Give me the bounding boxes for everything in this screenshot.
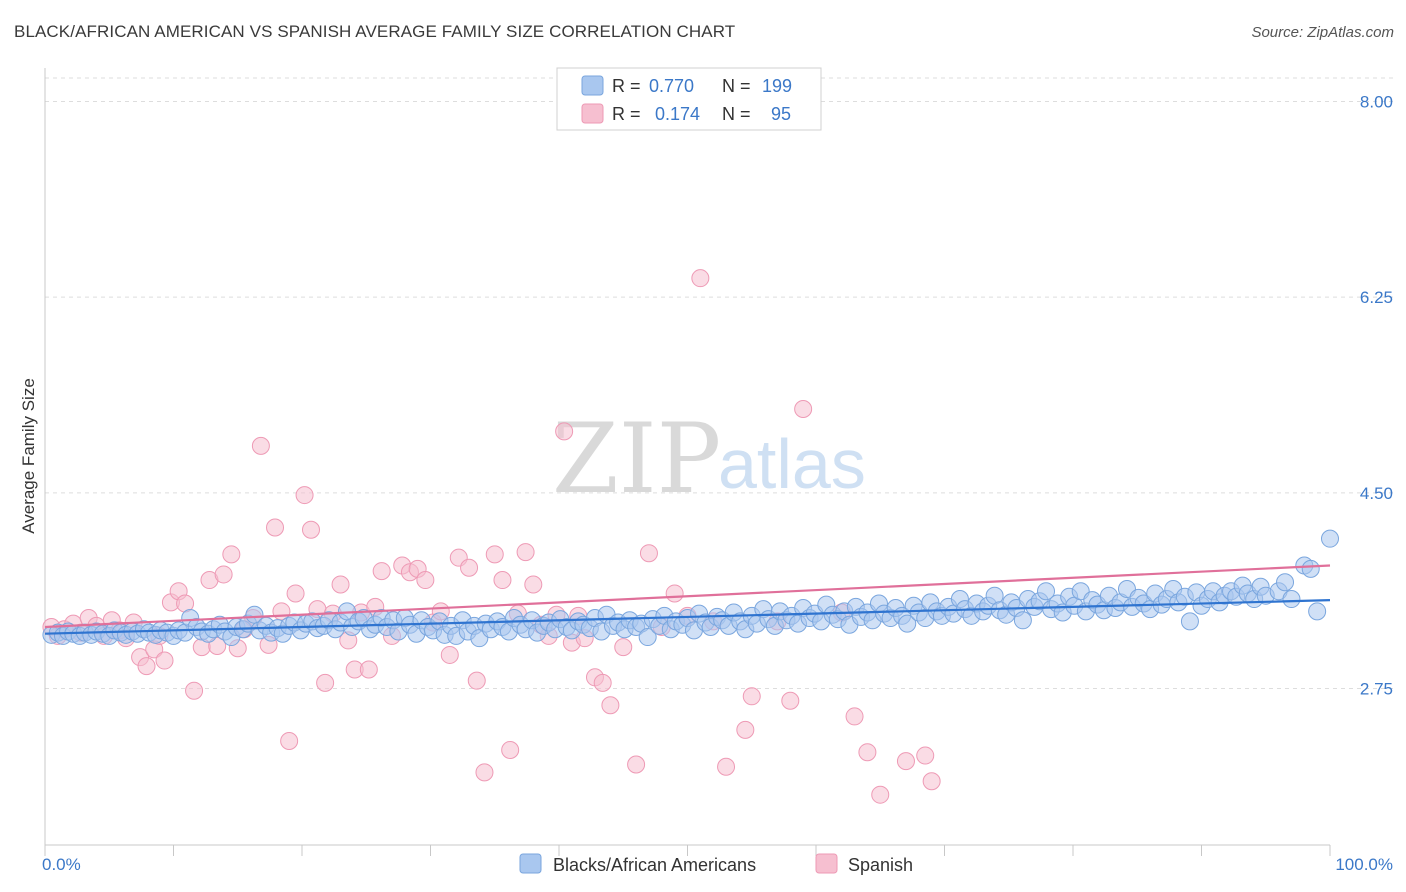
watermark-zip: ZIP [552, 403, 721, 515]
spanish-point [691, 269, 710, 288]
legend-n-label-1: N = [722, 76, 751, 96]
y-axis-label: Average Family Size [19, 378, 38, 534]
legend-n-value-1: 199 [762, 76, 792, 96]
spanish-point [871, 785, 890, 804]
chart-title: BLACK/AFRICAN AMERICAN VS SPANISH AVERAG… [14, 22, 736, 41]
stats-legend: R = 0.770 N = 199 R = 0.174 N = 95 [556, 67, 822, 131]
black-african-american-point [1013, 611, 1032, 630]
spanish-point [185, 681, 204, 700]
spanish-point [222, 545, 241, 564]
spanish-point [601, 696, 620, 715]
series-swatch-blue [519, 853, 542, 874]
y-tick-label: 6.25 [1360, 288, 1393, 307]
spanish-point [295, 486, 314, 505]
spanish-point [280, 732, 299, 751]
legend-n-value-2: 95 [771, 104, 791, 124]
spanish-points [42, 269, 941, 804]
spanish-point [627, 755, 646, 774]
y-tick-label: 4.50 [1360, 484, 1393, 503]
x-ticks [44, 845, 1331, 856]
trend-lines [44, 564, 1331, 635]
spanish-point [555, 422, 574, 441]
spanish-point [794, 399, 813, 418]
black-african-american-trend-line [44, 599, 1331, 635]
spanish-point [359, 660, 378, 679]
legend-swatch-pink [581, 103, 604, 124]
y-tick-label: 8.00 [1360, 93, 1393, 112]
spanish-point [460, 558, 479, 577]
x-tick-label-start: 0.0% [42, 855, 81, 874]
watermark-atlas: atlas [718, 425, 866, 503]
spanish-point [485, 545, 504, 564]
spanish-point [781, 691, 800, 710]
spanish-point [475, 763, 494, 782]
spanish-point [916, 746, 935, 765]
black-african-american-point [1321, 529, 1339, 548]
series-swatch-pink [815, 853, 838, 874]
black-african-american-point [1276, 573, 1295, 592]
spanish-point [251, 436, 270, 455]
series-label-blacks: Blacks/African Americans [553, 855, 756, 875]
spanish-point [516, 543, 535, 562]
spanish-point [467, 671, 486, 690]
spanish-point [331, 575, 350, 594]
spanish-point [372, 562, 391, 581]
black-african-american-point [1180, 612, 1199, 631]
spanish-point [858, 743, 877, 762]
spanish-point [301, 520, 320, 539]
spanish-point [896, 752, 915, 771]
source-label: Source: ZipAtlas.com [1251, 24, 1394, 41]
spanish-point [208, 636, 227, 655]
spanish-point [614, 638, 633, 657]
spanish-point [155, 651, 174, 670]
legend-n-label-2: N = [722, 104, 751, 124]
legend-r-value-2: 0.174 [655, 104, 700, 124]
series-legend: Blacks/African Americans Spanish [519, 853, 913, 875]
legend-r-value-1: 0.770 [649, 76, 694, 96]
spanish-trend-line [44, 564, 1331, 629]
spanish-point [214, 565, 233, 584]
spanish-point [440, 645, 459, 664]
spanish-point [922, 772, 941, 791]
spanish-point [316, 673, 335, 692]
y-tick-labels: 2.75 4.50 6.25 8.00 [1360, 93, 1393, 699]
spanish-point [524, 575, 543, 594]
spanish-point [266, 518, 285, 537]
legend-r-label-1: R = [612, 76, 641, 96]
spanish-point [493, 571, 512, 590]
watermark: ZIP atlas [552, 403, 866, 515]
spanish-point [639, 544, 658, 563]
spanish-point [137, 657, 156, 676]
legend-r-label-2: R = [612, 104, 641, 124]
spanish-point [717, 757, 736, 776]
black-african-american-point [1301, 559, 1320, 578]
y-tick-label: 2.75 [1360, 679, 1393, 698]
black-african-american-point [1037, 582, 1056, 601]
black-african-american-point [1308, 602, 1327, 621]
spanish-point [286, 584, 305, 603]
spanish-point [736, 720, 755, 739]
spanish-point [416, 571, 435, 590]
spanish-point [593, 673, 612, 692]
legend-swatch-blue [581, 75, 604, 96]
spanish-point [845, 707, 864, 726]
black-african-american-point [898, 614, 917, 633]
spanish-point [665, 584, 684, 603]
black-african-american-point [1282, 590, 1301, 609]
series-label-spanish: Spanish [848, 855, 913, 875]
x-tick-label-end: 100.0% [1335, 855, 1393, 874]
spanish-point [742, 687, 761, 706]
spanish-point [501, 740, 520, 759]
black-african-american-point [638, 628, 657, 647]
